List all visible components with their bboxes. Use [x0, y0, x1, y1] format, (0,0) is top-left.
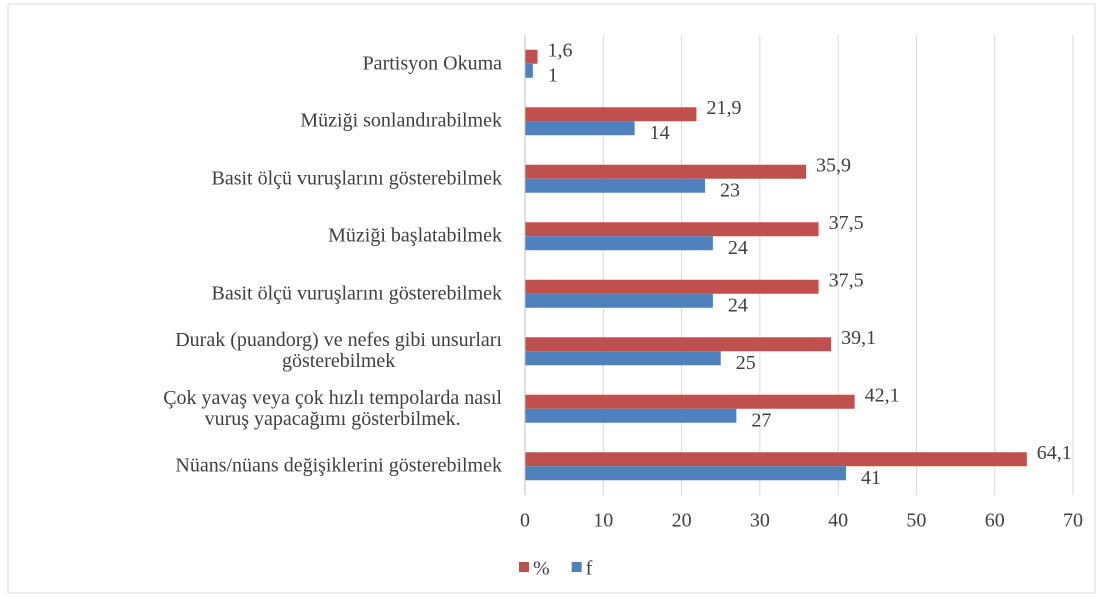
legend-swatch: [571, 562, 582, 572]
data-label: 42,1: [865, 384, 900, 406]
y-tick-label: Müziği sonlandırabilmek: [300, 109, 502, 132]
data-label: 24: [728, 294, 748, 316]
data-label: 14: [650, 122, 670, 144]
data-label: 37,5: [829, 212, 864, 234]
bar: [525, 121, 635, 136]
bar: [525, 408, 737, 423]
x-tick-label: 10: [593, 510, 613, 532]
y-tick-label: Müziği başlatabilmek: [328, 224, 502, 247]
x-tick-label: 40: [828, 510, 848, 532]
bar: [525, 107, 697, 122]
data-label: 21,9: [706, 97, 741, 119]
bar: [525, 178, 706, 193]
y-tick-label: Partisyon Okuma: [362, 52, 502, 75]
y-tick-label: Basit ölçü vuruşlarını gösterebilmek: [211, 282, 503, 305]
bar: [525, 466, 846, 481]
legend-label: %: [533, 558, 550, 580]
bar: [525, 351, 721, 366]
bar: [525, 164, 807, 179]
bar: [525, 222, 819, 237]
x-tick-label: 70: [1063, 510, 1083, 532]
x-tick-label: 30: [750, 510, 770, 532]
bar: [525, 63, 533, 78]
y-tick-label: Çok yavaş veya çok hızlı tempolarda nası…: [163, 386, 502, 430]
x-tick-label: 0: [520, 510, 530, 532]
bar: [525, 452, 1027, 467]
data-label: 64,1: [1037, 442, 1072, 464]
bar: [525, 337, 832, 352]
y-tick-label: Basit ölçü vuruşlarını gösterebilmek: [211, 167, 503, 190]
bar: [525, 293, 713, 308]
x-tick-label: 60: [985, 510, 1005, 532]
data-label: 27: [751, 409, 771, 431]
x-tick-label: 50: [906, 510, 926, 532]
bar: [525, 394, 855, 409]
y-tick-label: Durak (puandorg) ve nefes gibi unsurları…: [175, 329, 502, 373]
bar: [525, 236, 713, 251]
bar: [525, 279, 819, 294]
data-label: 23: [720, 179, 740, 201]
data-label: 39,1: [841, 327, 876, 349]
data-label: 25: [736, 352, 756, 374]
bar: [525, 49, 538, 64]
legend-label: f: [586, 558, 593, 580]
data-label: 35,9: [816, 154, 851, 176]
data-label: 41: [861, 467, 881, 489]
x-tick-label: 20: [672, 510, 692, 532]
data-label: 1: [548, 64, 558, 86]
legend-swatch: [519, 562, 529, 572]
data-label: 37,5: [829, 269, 864, 291]
data-label: 24: [728, 237, 748, 259]
data-label: 1,6: [548, 39, 573, 61]
y-tick-label: Nüans/nüans değişiklerini gösterebilmek: [175, 454, 502, 477]
